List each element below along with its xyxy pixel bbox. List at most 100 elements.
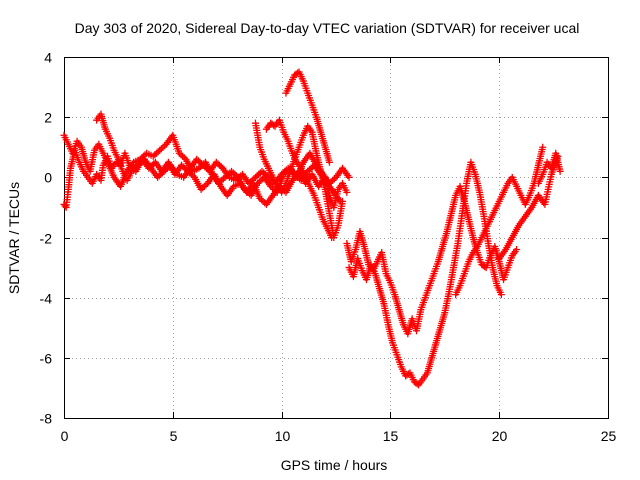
data-point: [235, 173, 243, 181]
data-point: [234, 175, 242, 183]
data-point: [136, 160, 144, 168]
data-series: [60, 68, 564, 389]
data-point: [244, 188, 252, 196]
y-tick-label: 0: [44, 170, 52, 186]
data-point: [199, 161, 207, 169]
data-point: [254, 179, 262, 187]
data-point: [255, 170, 263, 178]
data-point: [151, 151, 159, 159]
y-tick-label: 4: [44, 50, 52, 66]
x-axis-label: GPS time / hours: [281, 457, 388, 473]
data-point: [199, 184, 207, 192]
data-point: [219, 175, 227, 183]
data-point: [242, 187, 250, 195]
data-point: [513, 246, 521, 254]
data-point: [179, 163, 187, 171]
data-point: [194, 157, 202, 165]
data-point: [154, 148, 162, 156]
series-arc-9: [452, 143, 547, 299]
series-arc-8: [345, 158, 505, 389]
data-point: [195, 164, 203, 172]
data-point: [212, 158, 220, 166]
data-point: [259, 197, 267, 205]
data-point: [197, 185, 205, 193]
data-point: [196, 158, 204, 166]
data-point: [200, 182, 208, 190]
data-point: [497, 291, 505, 299]
x-tick-label: 15: [383, 428, 399, 444]
data-point: [339, 197, 347, 205]
data-point: [256, 194, 264, 202]
data-point: [229, 169, 237, 177]
data-point: [248, 176, 256, 184]
data-point: [329, 176, 337, 184]
data-point: [241, 185, 249, 193]
data-point: [131, 164, 139, 172]
data-point: [325, 158, 333, 166]
data-point: [134, 161, 142, 169]
data-point: [216, 178, 224, 186]
x-tick-label: 5: [170, 428, 178, 444]
data-point: [162, 166, 170, 174]
axis-ticks: [64, 57, 609, 419]
x-tick-label: 0: [61, 428, 69, 444]
data-point: [307, 164, 315, 172]
data-point: [345, 173, 353, 181]
data-point: [158, 169, 166, 177]
x-tick-label: 20: [492, 428, 508, 444]
y-tick-label: -6: [40, 351, 53, 367]
data-point: [232, 176, 240, 184]
chart-title: Day 303 of 2020, Sidereal Day-to-day VTE…: [75, 20, 580, 36]
data-point: [163, 164, 171, 172]
data-point: [292, 172, 300, 180]
data-point: [160, 167, 168, 175]
data-point: [343, 188, 351, 196]
data-point: [556, 167, 564, 175]
data-point: [250, 175, 258, 183]
series-arc-11: [534, 149, 564, 187]
data-point: [257, 196, 265, 204]
data-point: [268, 184, 276, 192]
data-point: [245, 179, 253, 187]
data-point: [193, 155, 201, 163]
data-point: [214, 160, 222, 168]
y-axis-label: SDTVAR / TECUs: [6, 182, 22, 294]
data-point: [157, 145, 165, 153]
x-tick-label: 25: [601, 428, 617, 444]
data-point: [251, 173, 259, 181]
data-point: [149, 152, 157, 160]
data-point: [132, 163, 140, 171]
data-point: [263, 172, 271, 180]
y-tick-label: -4: [40, 291, 53, 307]
data-point: [279, 169, 287, 177]
data-point: [175, 149, 183, 157]
data-point: [214, 179, 222, 187]
data-point: [304, 167, 312, 175]
data-point: [159, 143, 167, 151]
data-point: [198, 160, 206, 168]
data-point: [218, 176, 226, 184]
y-tick-label: -2: [40, 231, 53, 247]
data-point: [178, 161, 186, 169]
y-tick-label: 2: [44, 110, 52, 126]
data-point: [253, 172, 261, 180]
data-point: [127, 167, 135, 175]
data-point: [201, 163, 209, 171]
data-point: [157, 170, 165, 178]
data-point: [61, 202, 69, 210]
y-tick-label: -8: [40, 411, 53, 427]
data-point: [270, 185, 278, 193]
series-arc-6: [282, 68, 333, 166]
data-point: [258, 167, 266, 175]
data-point: [216, 161, 224, 169]
series-arc-3: [93, 110, 344, 205]
tick-labels: 0 5 10 15 20 25 -8 -6 -4 -2 0 2 4: [40, 50, 617, 445]
data-point: [228, 167, 236, 175]
data-point: [152, 149, 160, 157]
data-point: [156, 146, 164, 154]
data-point: [155, 172, 163, 180]
data-point: [129, 166, 137, 174]
data-point: [154, 173, 162, 181]
data-point: [247, 178, 255, 186]
